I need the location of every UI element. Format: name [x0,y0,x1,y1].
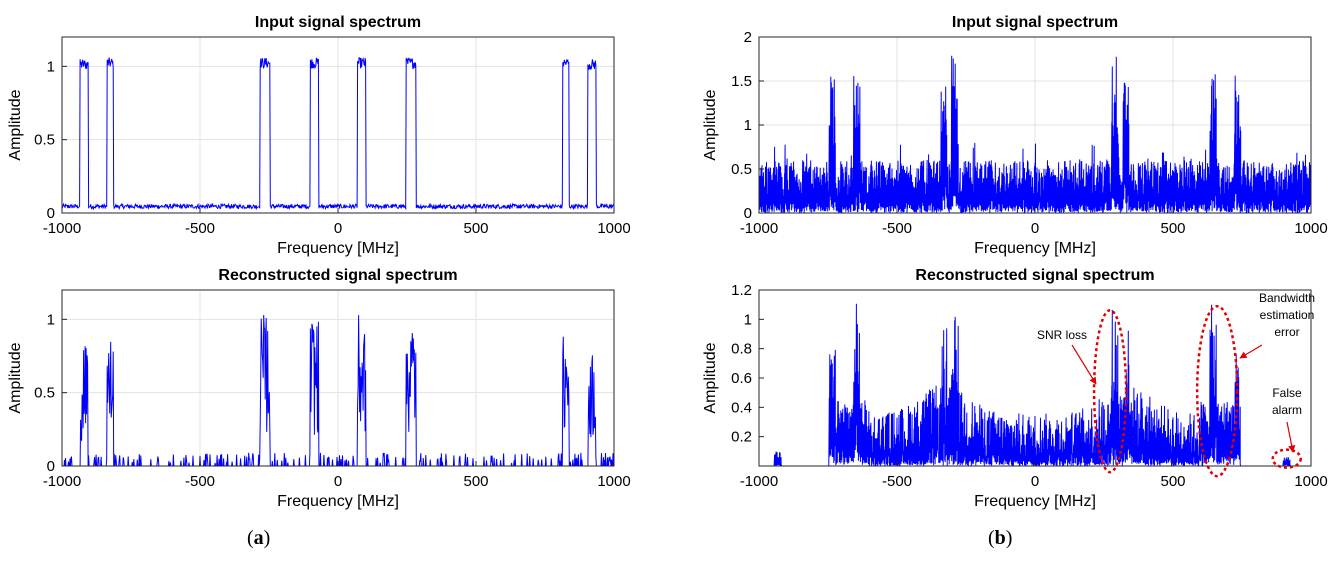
x-axis-label: Frequency [MHz] [277,240,399,257]
y-tick-label: 0 [47,205,55,222]
y-axis-label: Amplitude [7,89,24,160]
y-tick-label: 1 [47,58,55,75]
chart-4: -1000 -500 0 500 1000 0.2 0.4 0.6 0.8 1 1.2 Reconst… [702,267,1328,510]
x-tick-label: 1000 [597,220,630,237]
y-tick-label: 0 [47,458,55,475]
snr-loss-ellipse [1092,308,1128,474]
y-axis-label: Amplitude [7,342,24,413]
y-tick-label: 1 [47,311,55,328]
x-axis-label: Frequency [MHz] [974,493,1096,510]
x-axis-label: Frequency [MHz] [974,240,1096,257]
spectrum-series-line [61,56,615,211]
spectrum-series-line [759,303,1311,467]
bandwidth-error-ellipse [1195,304,1239,478]
chart-title: Input signal spectrum [952,14,1118,31]
false-alarm-ellipse [1271,448,1302,469]
panel-label-a-open: ( [247,527,254,549]
x-tick-label: 0 [334,473,342,490]
x-tick-label: 0 [1031,220,1039,237]
annotation-arrow [1071,344,1097,385]
y-tick-label: 0.8 [731,341,752,358]
y-tick-label: 1.2 [731,282,752,299]
panel-label-a-close: ) [263,527,271,549]
x-tick-label: 500 [1160,473,1185,490]
spectrum-series-line [758,55,1312,214]
x-tick-label: 500 [463,473,488,490]
annotation-text-line: error [1274,325,1299,339]
x-tick-label: 1000 [1294,220,1327,237]
annotation-arrow [1239,344,1263,359]
x-tick-label: -1000 [43,473,81,490]
annotation-arrow [1286,421,1296,453]
x-tick-label: 1000 [1294,473,1327,490]
y-tick-label: 0.5 [731,161,752,178]
y-tick-label: 0.4 [731,399,752,416]
chart-title: Reconstructed signal spectrum [915,267,1154,284]
chart-3: -1000 -500 0 500 1000 0 0.5 1 Reconstructed sign… [7,267,631,510]
y-tick-label: 1 [744,311,752,328]
annotation-text-line: alarm [1272,403,1302,417]
panel-label-b-open: ( [988,527,995,549]
chart-title: Input signal spectrum [255,14,421,31]
x-tick-label: 500 [463,220,488,237]
x-tick-label: -1000 [740,220,778,237]
y-tick-label: 0 [744,205,752,222]
y-tick-label: 2 [744,29,752,46]
x-tick-label: 0 [1031,473,1039,490]
y-tick-label: 0.5 [34,132,55,149]
y-axis-label: Amplitude [702,342,719,413]
chart-2: -1000 -500 0 500 1000 0 0.5 1 1.5 2 Input signal s… [702,14,1328,257]
panel-label-b: (b) [988,527,1012,550]
x-tick-label: -1000 [740,473,778,490]
panel-label-b-close: ) [1005,527,1013,549]
y-tick-label: 0.5 [34,385,55,402]
x-tick-label: -500 [185,220,215,237]
x-tick-label: -500 [882,220,912,237]
annotation-text-line: SNR loss [1037,328,1087,342]
panel-label-a-letter: a [253,527,264,549]
x-tick-label: 500 [1160,220,1185,237]
y-axis-label: Amplitude [702,89,719,160]
x-tick-label: -1000 [43,220,81,237]
panel-label-a: (a) [247,527,270,550]
y-tick-label: 0.6 [731,370,752,387]
y-tick-label: 1 [744,117,752,134]
x-tick-label: -500 [882,473,912,490]
y-tick-label: 1.5 [731,73,752,90]
x-axis-label: Frequency [MHz] [277,493,399,510]
annotation-text-line: estimation [1260,308,1315,322]
panel-label-b-letter: b [994,527,1006,549]
annotation-text-line: Bandwidth [1259,291,1315,305]
y-tick-label: 0.2 [731,429,752,446]
chart-title: Reconstructed signal spectrum [218,267,457,284]
x-tick-label: 1000 [597,473,630,490]
x-tick-label: 0 [334,220,342,237]
annotation-text-line: False [1272,386,1302,400]
x-tick-label: -500 [185,473,215,490]
chart-1: -1000 -500 0 500 1000 0 0.5 1 Input signal spect… [7,14,631,257]
